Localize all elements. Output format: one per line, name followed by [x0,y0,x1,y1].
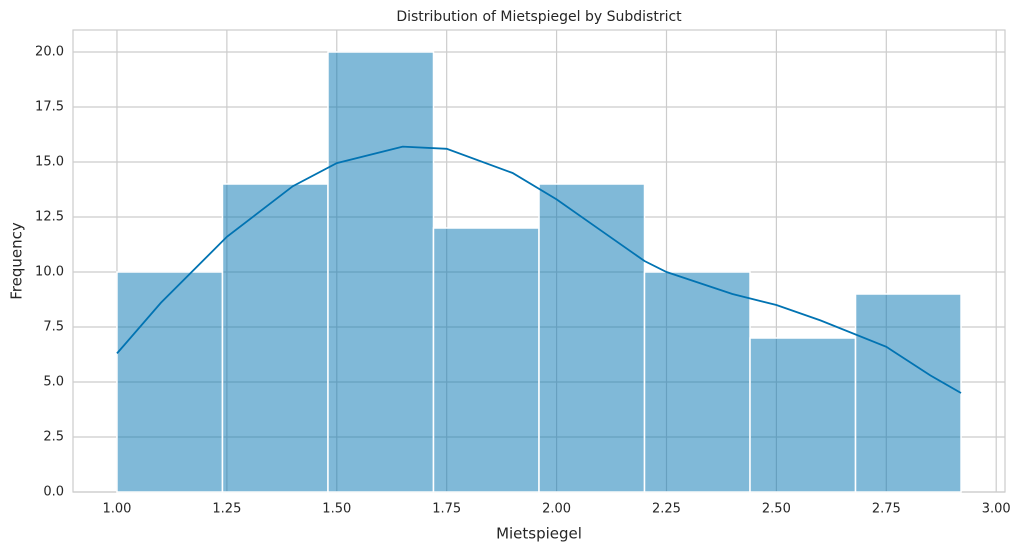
y-tick-label: 2.5 [43,430,64,445]
bar [854,293,962,493]
chart-title: Distribution of Mietspiegel by Subdistri… [396,9,682,25]
y-tick-label: 20.0 [35,45,64,60]
x-tick-label: 1.00 [102,502,131,517]
x-tick-label: 2.25 [652,502,681,517]
y-tick-label: 5.0 [43,375,64,390]
x-tick-label: 2.00 [542,502,571,517]
x-tick-label: 2.50 [762,502,791,517]
x-tick-label: 1.50 [322,502,351,517]
y-axis-label: Frequency [8,222,26,300]
y-tick-label: 12.5 [35,210,64,225]
y-tick-label: 7.5 [43,320,64,335]
y-tick-label: 0.0 [43,485,64,500]
bar [327,51,435,493]
bar [643,271,751,493]
bar [432,227,540,493]
x-tick-label: 1.75 [432,502,461,517]
y-tick-label: 10.0 [35,265,64,280]
bar [116,271,224,493]
x-tick-label: 3.00 [982,502,1011,517]
y-tick-label: 15.0 [35,155,64,170]
bar [221,183,329,493]
x-tick-label: 2.75 [872,502,901,517]
kde-line [116,145,962,394]
x-axis-label: Mietspiegel [496,525,582,543]
y-tick-label: 17.5 [35,100,64,115]
bar [749,337,857,493]
x-tick-label: 1.25 [212,502,241,517]
bar [538,183,646,493]
